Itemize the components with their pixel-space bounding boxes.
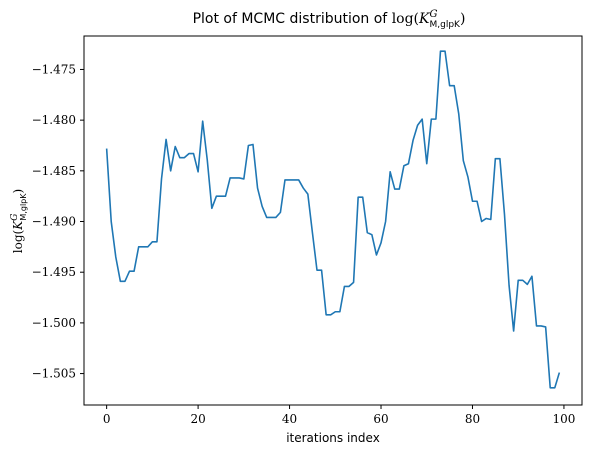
- y-axis: −1.505 −1.500 −1.495 −1.490 −1.485 −1.480 −1.4…: [32, 62, 84, 381]
- y-axis-label: log(KGM,glpK): [10, 189, 28, 253]
- y-tick-label: −1.475: [32, 62, 76, 76]
- y-tick-label: −1.485: [32, 164, 76, 178]
- plot-area-frame: [83, 35, 583, 406]
- chart-title: Plot of MCMC distribution of log(KG M,glp…: [193, 9, 466, 30]
- x-tick-label: 20: [190, 412, 205, 426]
- x-tick-label: 0: [103, 412, 111, 426]
- x-axis: 0 20 40 60 80 100: [103, 405, 575, 426]
- x-tick-label: 100: [552, 412, 575, 426]
- y-tick-label: −1.480: [32, 113, 76, 127]
- y-tick-label: −1.490: [32, 215, 76, 229]
- x-axis-label: iterations index: [286, 431, 380, 445]
- y-tick-label: −1.500: [32, 316, 76, 330]
- series-line-group: [105, 50, 561, 389]
- y-tick-label: −1.505: [32, 367, 76, 381]
- x-tick-label: 60: [373, 412, 388, 426]
- y-tick-label: −1.495: [32, 265, 76, 279]
- series-line: [105, 50, 561, 389]
- x-tick-label: 80: [465, 412, 480, 426]
- x-tick-label: 40: [282, 412, 297, 426]
